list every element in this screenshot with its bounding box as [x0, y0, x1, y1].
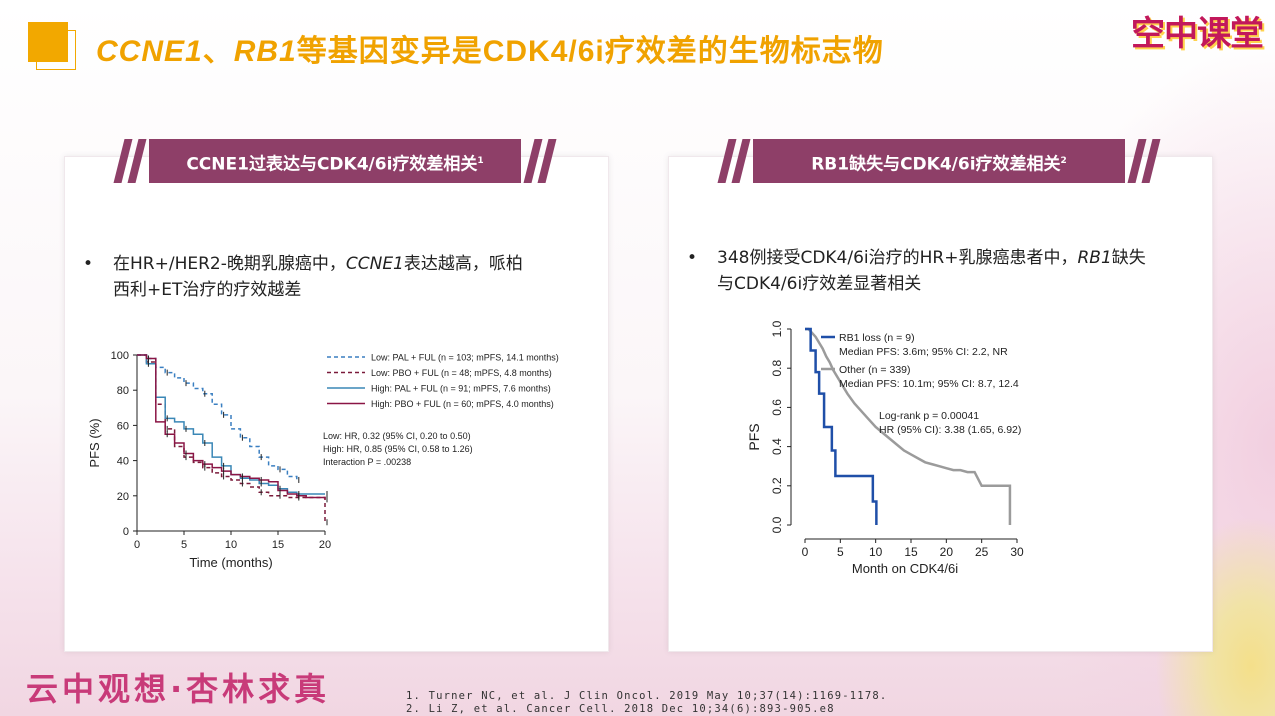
chart-annotation: High: HR, 0.85 (95% CI, 0.58 to 1.26)	[323, 444, 473, 454]
x-tick-label: 20	[319, 539, 331, 551]
left-panel: CCNE1过表达与CDK4/6i疗效差相关1 • 在HR+/HER2-晚期乳腺癌…	[64, 139, 609, 652]
x-tick-label: 10	[225, 539, 237, 551]
y-tick-label: 0.8	[770, 360, 784, 377]
x-tick-label: 0	[134, 539, 140, 551]
legend-entry: Low: PBO + FUL (n = 48; mPFS, 4.8 months…	[371, 368, 552, 378]
y-axis-label: PFS (%)	[87, 418, 102, 467]
chart-annotation: Median PFS: 10.1m; 95% CI: 8.7, 12.4	[839, 378, 1019, 390]
brand-logo: 空中课堂	[1131, 14, 1264, 54]
reference-1: 1. Turner NC, et al. J Clin Oncol. 2019 …	[406, 690, 888, 702]
y-tick-label: 0.4	[770, 438, 784, 455]
y-axis-label: PFS	[749, 423, 762, 450]
title-decoration	[28, 22, 76, 72]
x-tick-label: 15	[904, 545, 918, 559]
legend-entry: Other (n = 339)	[839, 364, 911, 376]
x-tick-label: 20	[940, 545, 954, 559]
chart-annotation: Log-rank p = 0.00041	[879, 410, 979, 422]
y-tick-label: 0.2	[770, 477, 784, 494]
y-tick-label: 0.6	[770, 399, 784, 416]
y-tick-label: 100	[111, 350, 129, 362]
series-line	[805, 327, 878, 525]
y-tick-label: 20	[117, 491, 129, 503]
chart-annotation: Low: HR, 0.32 (95% CI, 0.20 to 0.50)	[323, 431, 471, 441]
left-panel-header: CCNE1过表达与CDK4/6i疗效差相关1	[109, 139, 561, 183]
x-tick-label: 5	[837, 545, 844, 559]
y-tick-label: 60	[117, 420, 129, 432]
x-tick-label: 15	[272, 539, 284, 551]
x-tick-label: 5	[181, 539, 187, 551]
y-tick-label: 1.0	[770, 320, 784, 337]
x-tick-label: 30	[1010, 545, 1024, 559]
y-tick-label: 0.0	[770, 516, 784, 533]
reference-2: 2. Li Z, et al. Cancer Cell. 2018 Dec 10…	[406, 703, 835, 715]
x-tick-label: 0	[802, 545, 809, 559]
chart-annotation: Median PFS: 3.6m; 95% CI: 2.2, NR	[839, 346, 1008, 358]
legend-entry: High: PBO + FUL (n = 60; mPFS, 4.0 month…	[371, 399, 554, 409]
x-tick-label: 10	[869, 545, 883, 559]
x-tick-label: 25	[975, 545, 989, 559]
right-panel-header: RB1缺失与CDK4/6i疗效差相关2	[713, 139, 1165, 183]
x-axis-label: Month on CDK4/6i	[852, 561, 958, 576]
page-title: CCNE1、RB1等基因变异是CDK4/6i疗效差的生物标志物	[96, 35, 884, 68]
km-chart-ccne1: 0 20 40 60 80 100 0 5 10 15 20 Time (months) PFS (%)…	[87, 350, 559, 570]
chart-annotation: Interaction P = .00238	[323, 457, 411, 467]
series-line	[137, 354, 326, 523]
y-tick-label: 0	[123, 526, 129, 538]
legend-entry: Low: PAL + FUL (n = 103; mPFS, 14.1 mont…	[371, 353, 559, 363]
chart-annotation: HR (95% CI): 3.38 (1.65, 6.92)	[879, 424, 1021, 436]
references: 1. Turner NC, et al. J Clin Oncol. 2019 …	[406, 690, 887, 716]
footer-slogan: 云中观想·杏林求真	[26, 670, 331, 708]
legend-entry: RB1 loss (n = 9)	[839, 332, 915, 344]
y-tick-label: 40	[117, 456, 129, 468]
right-panel: RB1缺失与CDK4/6i疗效差相关2 • 348例接受CDK4/6i治疗的HR…	[668, 139, 1213, 652]
series-line	[805, 327, 1012, 525]
legend-entry: High: PAL + FUL (n = 91; mPFS, 7.6 month…	[371, 384, 551, 394]
y-tick-label: 80	[117, 385, 129, 397]
km-chart-rb1: 0.0 0.2 0.4 0.6 0.8 1.0 0 5 10 15 20 25 30 Month on C…	[749, 320, 1024, 576]
series-line	[137, 354, 326, 500]
series-line	[137, 354, 298, 480]
x-axis-label: Time (months)	[189, 555, 272, 570]
